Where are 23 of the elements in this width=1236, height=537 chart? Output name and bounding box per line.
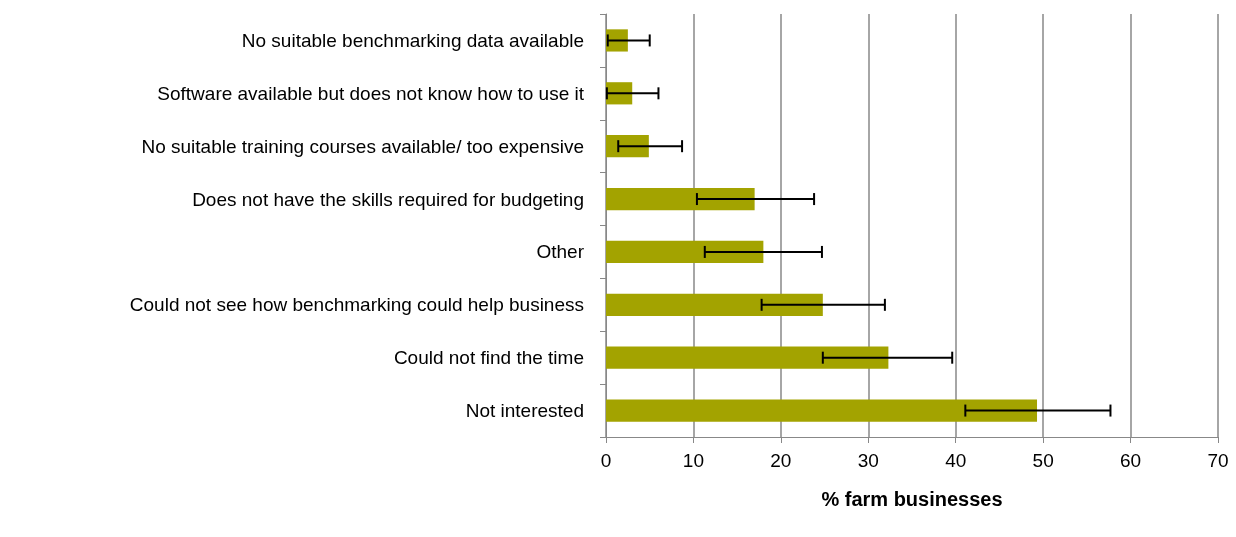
x-tick-label: 40 [945,450,967,471]
y-tick-label: Could not see how benchmarking could help business [129,294,584,316]
y-tick-label: Does not have the skills required for budgeting [192,188,584,210]
bar [606,135,649,158]
x-tick-label: 30 [857,450,879,471]
x-tick-label: 70 [1207,450,1229,471]
y-tick-label: No suitable benchmarking data available [241,29,584,51]
bar [606,187,755,211]
x-tick-label: 20 [770,450,792,471]
x-tick-label: 0 [600,450,612,471]
y-tick-label: No suitable training courses available/ too expensive [141,135,584,157]
x-tick-label: 10 [682,450,704,471]
x-tick-label: 60 [1120,450,1142,471]
bar [606,346,889,369]
y-tick-label: Could not find the time [393,347,584,369]
bar [606,293,823,316]
x-tick-label: 50 [1032,450,1054,471]
x-axis-title: % farm businesses [821,488,1003,510]
y-tick-label: Not interested [465,400,584,422]
bar [606,240,764,264]
y-tick-label: Software available but does not know how to use it [157,82,585,104]
y-tick-label: Other [536,241,585,263]
bar [606,399,1038,422]
